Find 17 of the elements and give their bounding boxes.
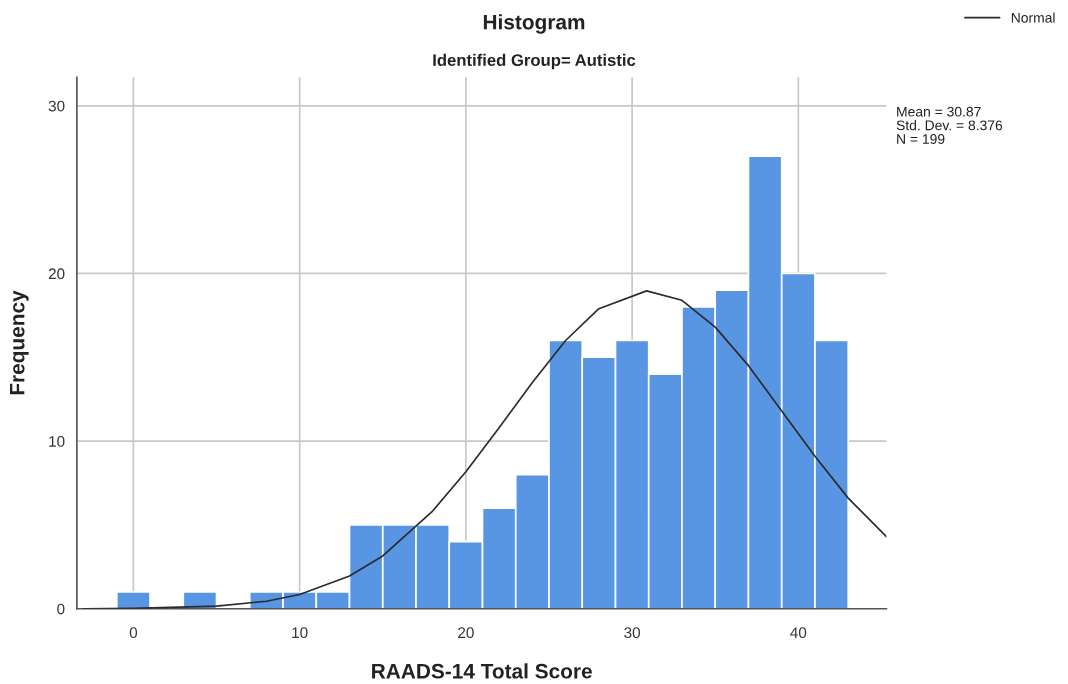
x-tick-label: 40 (790, 627, 807, 639)
x-tick-label: 0 (129, 627, 138, 639)
y-axis-title: Frequency (10, 290, 29, 395)
y-tick-label: 30 (48, 100, 65, 112)
y-tick-label: 0 (57, 603, 65, 615)
chart-subtitle: Identified Group= Autistic (433, 53, 636, 70)
x-tick-label: 10 (292, 627, 308, 639)
x-tick-label: 30 (624, 627, 641, 639)
y-tick-label: 20 (48, 268, 65, 280)
legend-label: Normal (1011, 12, 1055, 23)
chart-title: Histogram (483, 14, 585, 34)
text: Mean = 30.87 (897, 106, 981, 117)
text: Std. Dev. = 8.376 (896, 120, 1003, 131)
text: N = 199 (897, 134, 945, 144)
x-axis-title: RAADS-14 Total Score (372, 663, 592, 679)
x-tick-label: 20 (458, 627, 474, 639)
y-tick-label: 10 (49, 435, 65, 447)
